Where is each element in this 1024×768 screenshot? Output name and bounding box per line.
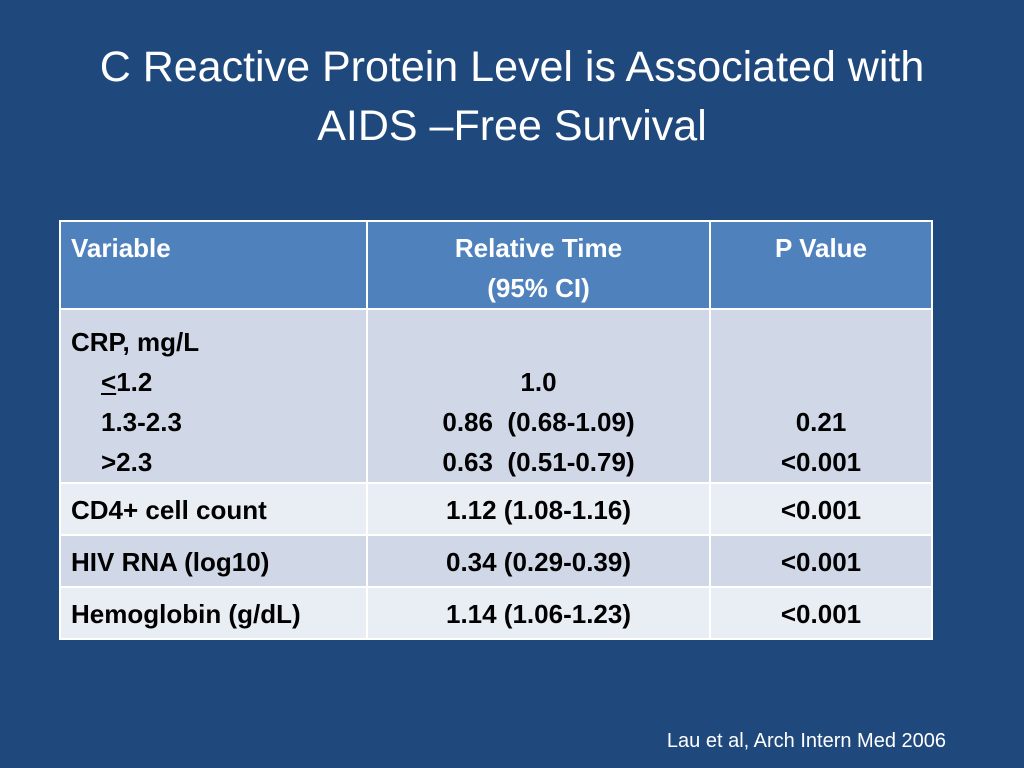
- row-variable: HIV RNA (log10): [59, 534, 368, 588]
- row-relative-time: 1.12 (1.08-1.16): [366, 482, 711, 536]
- crp-p-value-2: 0.21: [795, 407, 847, 437]
- header-p-value: P Value: [709, 220, 933, 310]
- crp-level-2: 1.3-2.3: [101, 407, 182, 437]
- crp-p-value-3: <0.001: [780, 447, 862, 477]
- table-row-crp: CRP, mg/L <1.2 1.3-2.3 >2.3 1.0 0.86 (0.…: [59, 308, 933, 484]
- crp-relative-time-spacer: [378, 322, 699, 362]
- crp-level-1: <1.2: [71, 362, 356, 402]
- citation: Lau et al, Arch Intern Med 2006: [666, 730, 946, 752]
- crp-relative-time-cell: 1.0 0.86 (0.68-1.09) 0.63 (0.51-0.79): [366, 308, 711, 484]
- crp-relative-time-1: 1.0: [520, 367, 557, 397]
- header-p-value-label: P Value: [774, 233, 868, 263]
- crp-variable-cell: CRP, mg/L <1.2 1.3-2.3 >2.3: [59, 308, 368, 484]
- crp-p-value-1: [721, 362, 921, 402]
- row-variable: Hemoglobin (g/dL): [59, 586, 368, 640]
- table-row: Hemoglobin (g/dL) 1.14 (1.06-1.23) <0.00…: [59, 586, 933, 640]
- row-p-value: <0.001: [709, 534, 933, 588]
- header-variable: Variable: [59, 220, 368, 310]
- slide-title-line-2: AIDS –Free Survival: [317, 102, 707, 150]
- crp-level-1-symbol: <: [101, 367, 117, 397]
- slide-title-line-1: C Reactive Protein Level is Associated w…: [99, 43, 925, 91]
- slide-title: C Reactive Protein Level is Associated w…: [40, 38, 984, 156]
- results-table: Variable Relative Time (95% CI) P Value …: [59, 220, 933, 640]
- crp-p-value-cell: 0.21 <0.001: [709, 308, 933, 484]
- crp-p-value-spacer: [721, 322, 921, 362]
- row-relative-time: 0.34 (0.29-0.39): [366, 534, 711, 588]
- table-body: CRP, mg/L <1.2 1.3-2.3 >2.3 1.0 0.86 (0.…: [59, 308, 933, 640]
- crp-level-1-label: 1.2: [116, 367, 153, 397]
- row-relative-time: 1.14 (1.06-1.23): [366, 586, 711, 640]
- table-row: HIV RNA (log10) 0.34 (0.29-0.39) <0.001: [59, 534, 933, 588]
- table-header: Variable Relative Time (95% CI) P Value: [59, 220, 933, 310]
- crp-relative-time-3: 0.63 (0.51-0.79): [442, 447, 635, 477]
- header-row: Variable Relative Time (95% CI) P Value: [59, 220, 933, 310]
- table-row: CD4+ cell count 1.12 (1.08-1.16) <0.001: [59, 482, 933, 536]
- crp-relative-time-2: 0.86 (0.68-1.09): [442, 407, 635, 437]
- row-p-value: <0.001: [709, 586, 933, 640]
- row-variable: CD4+ cell count: [59, 482, 368, 536]
- crp-label: CRP, mg/L: [71, 327, 200, 357]
- header-relative-time: Relative Time (95% CI): [366, 220, 711, 310]
- row-p-value: <0.001: [709, 482, 933, 536]
- crp-level-3: >2.3: [101, 447, 153, 477]
- header-variable-label: Variable: [71, 233, 171, 263]
- header-relative-time-line-1: Relative Time: [454, 233, 623, 263]
- header-relative-time-line-2: (95% CI): [487, 273, 590, 303]
